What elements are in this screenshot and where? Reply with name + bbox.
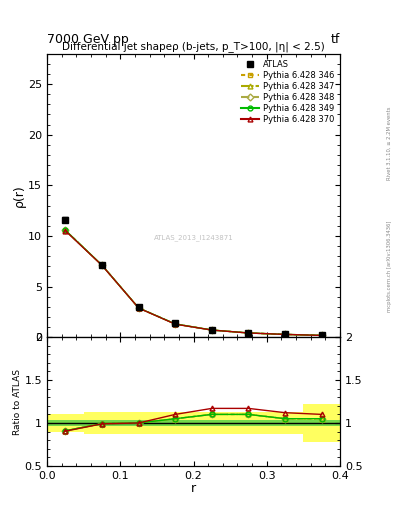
Line: Pythia 6.428 347: Pythia 6.428 347: [63, 228, 324, 338]
Pythia 6.428 346: [246, 330, 251, 336]
Line: Pythia 6.428 349: Pythia 6.428 349: [63, 228, 324, 338]
X-axis label: r: r: [191, 482, 196, 495]
Text: Rivet 3.1.10, ≥ 2.2M events: Rivet 3.1.10, ≥ 2.2M events: [387, 106, 392, 180]
Text: ATLAS_2013_I1243871: ATLAS_2013_I1243871: [154, 234, 233, 241]
Pythia 6.428 346: [283, 331, 287, 337]
Pythia 6.428 370: [283, 331, 287, 337]
Pythia 6.428 348: [136, 305, 141, 311]
Pythia 6.428 348: [173, 321, 178, 327]
Pythia 6.428 346: [173, 321, 178, 327]
Pythia 6.428 370: [100, 262, 105, 268]
Pythia 6.428 349: [100, 262, 105, 268]
Pythia 6.428 347: [63, 227, 68, 233]
Line: Pythia 6.428 346: Pythia 6.428 346: [63, 228, 324, 338]
Pythia 6.428 349: [136, 305, 141, 311]
Pythia 6.428 349: [283, 331, 287, 337]
Pythia 6.428 348: [246, 330, 251, 336]
Pythia 6.428 346: [100, 262, 105, 268]
Pythia 6.428 348: [283, 331, 287, 337]
Title: Differential jet shapeρ (b-jets, p_T>100, |η| < 2.5): Differential jet shapeρ (b-jets, p_T>100…: [62, 41, 325, 53]
Pythia 6.428 346: [63, 227, 68, 233]
Legend: ATLAS, Pythia 6.428 346, Pythia 6.428 347, Pythia 6.428 348, Pythia 6.428 349, P: ATLAS, Pythia 6.428 346, Pythia 6.428 34…: [239, 58, 336, 125]
Pythia 6.428 370: [209, 327, 214, 333]
Pythia 6.428 349: [246, 330, 251, 336]
Text: mcplots.cern.ch [arXiv:1306.3436]: mcplots.cern.ch [arXiv:1306.3436]: [387, 221, 392, 312]
Pythia 6.428 370: [246, 330, 251, 336]
Pythia 6.428 349: [209, 327, 214, 333]
Pythia 6.428 347: [319, 332, 324, 338]
Pythia 6.428 347: [246, 330, 251, 336]
Pythia 6.428 347: [100, 262, 105, 268]
Pythia 6.428 346: [209, 327, 214, 333]
Pythia 6.428 370: [319, 332, 324, 338]
Pythia 6.428 370: [173, 321, 178, 327]
Pythia 6.428 370: [63, 228, 68, 234]
Pythia 6.428 349: [173, 321, 178, 327]
Line: Pythia 6.428 370: Pythia 6.428 370: [63, 228, 324, 338]
Pythia 6.428 349: [63, 227, 68, 233]
Pythia 6.428 347: [173, 321, 178, 327]
Pythia 6.428 348: [63, 227, 68, 233]
Pythia 6.428 370: [136, 305, 141, 311]
Pythia 6.428 347: [283, 331, 287, 337]
Pythia 6.428 349: [319, 332, 324, 338]
Line: Pythia 6.428 348: Pythia 6.428 348: [63, 228, 324, 338]
Text: tf: tf: [331, 33, 340, 46]
Pythia 6.428 348: [319, 332, 324, 338]
Pythia 6.428 346: [319, 332, 324, 338]
Pythia 6.428 348: [100, 262, 105, 268]
Pythia 6.428 346: [136, 305, 141, 311]
Y-axis label: Ratio to ATLAS: Ratio to ATLAS: [13, 369, 22, 435]
Pythia 6.428 348: [209, 327, 214, 333]
Pythia 6.428 347: [136, 305, 141, 311]
Text: 7000 GeV pp: 7000 GeV pp: [47, 33, 129, 46]
Y-axis label: ρ(r): ρ(r): [13, 184, 26, 207]
Pythia 6.428 347: [209, 327, 214, 333]
